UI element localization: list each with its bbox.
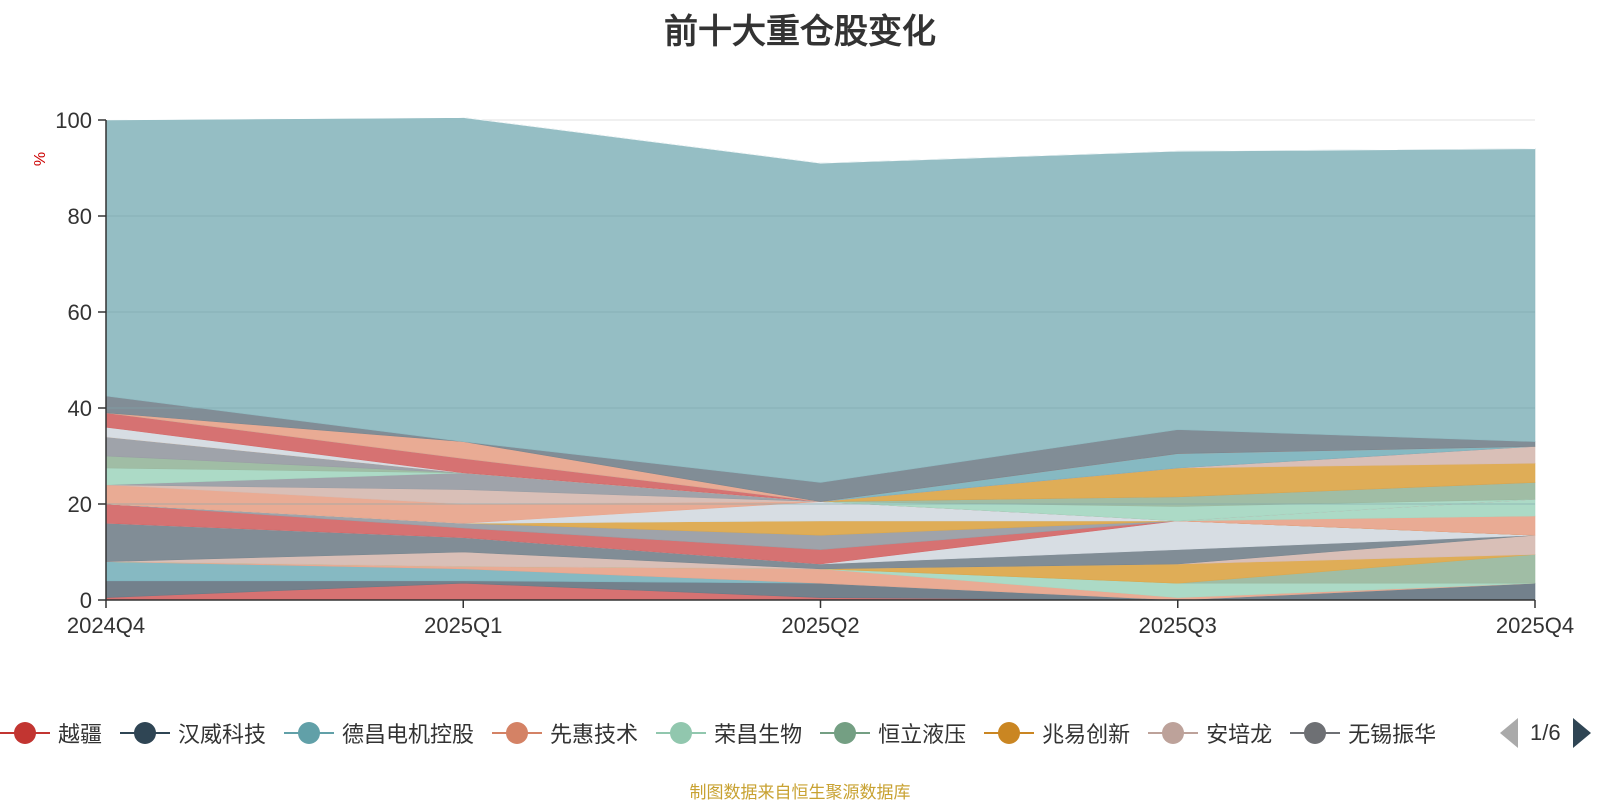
legend-label: 兆易创新: [1042, 722, 1131, 747]
legend-next-icon[interactable]: [1572, 718, 1591, 748]
legend-label: 先惠技术: [550, 722, 639, 747]
legend-marker-icon: [820, 721, 871, 745]
x-tick-label-2025Q1: 2025Q1: [424, 613, 502, 638]
legend-label: 越疆: [58, 722, 103, 747]
legend: 越疆 汉威科技 德昌电机控股 先惠技术 荣昌生物 恒立液压 兆易创新 安培龙 无锡振华 1/6: [0, 713, 1600, 753]
legend-item-1[interactable]: 汉威科技: [120, 713, 266, 753]
legend-marker-icon: [284, 721, 335, 745]
legend-marker-icon: [1148, 721, 1199, 745]
legend-page-indicator: 1/6: [1530, 720, 1561, 745]
legend-item-3[interactable]: 先惠技术: [492, 713, 638, 753]
x-tick-label-2024Q4: 2024Q4: [67, 613, 145, 638]
legend-item-4[interactable]: 荣昌生物: [656, 713, 802, 753]
x-tick-label-2025Q2: 2025Q2: [781, 613, 859, 638]
x-tick-label-2025Q4: 2025Q4: [1496, 613, 1574, 638]
legend-label: 恒立液压: [878, 722, 967, 747]
y-tick-label-80: 80: [68, 204, 92, 229]
legend-label: 无锡振华: [1348, 722, 1437, 747]
y-tick-label-60: 60: [68, 300, 92, 325]
legend-prev-icon[interactable]: [1500, 718, 1518, 748]
y-tick-label-100: 100: [55, 108, 92, 133]
legend-label: 荣昌生物: [714, 722, 803, 747]
legend-item-7[interactable]: 安培龙: [1148, 713, 1272, 753]
legend-item-5[interactable]: 恒立液压: [820, 713, 966, 753]
legend-label: 汉威科技: [178, 722, 267, 747]
legend-label: 安培龙: [1206, 722, 1273, 747]
legend-items: 越疆 汉威科技 德昌电机控股 先惠技术 荣昌生物 恒立液压 兆易创新 安培龙 无锡振华: [0, 713, 1480, 753]
legend-pager: 1/6: [1500, 713, 1600, 753]
x-tick-label-2025Q3: 2025Q3: [1139, 613, 1217, 638]
y-tick-label-40: 40: [68, 396, 92, 421]
y-tick-label-20: 20: [68, 492, 92, 517]
legend-item-8[interactable]: 无锡振华: [1290, 713, 1436, 753]
plot-area: 0 20 40 60 80 100 2024Q4 2025Q1 2025Q2 2025Q3 2025…: [55, 100, 1575, 638]
legend-label: 德昌电机控股: [342, 722, 475, 747]
chart-title: 前十大重仓股变化: [664, 13, 936, 51]
legend-item-2[interactable]: 德昌电机控股: [284, 713, 474, 753]
legend-item-0[interactable]: 越疆: [0, 713, 102, 753]
source-note: 制图数据来自恒生聚源数据库: [689, 783, 911, 802]
y-tick-label-0: 0: [80, 588, 92, 613]
area-series-30[interactable]: [105, 100, 1536, 164]
legend-marker-icon: [1290, 721, 1341, 745]
legend-item-6[interactable]: 兆易创新: [984, 713, 1130, 753]
legend-marker-icon: [656, 721, 707, 745]
legend-marker-icon: [0, 721, 50, 745]
legend-marker-icon: [984, 721, 1035, 745]
legend-marker-icon: [120, 721, 171, 745]
legend-marker-icon: [492, 721, 543, 745]
